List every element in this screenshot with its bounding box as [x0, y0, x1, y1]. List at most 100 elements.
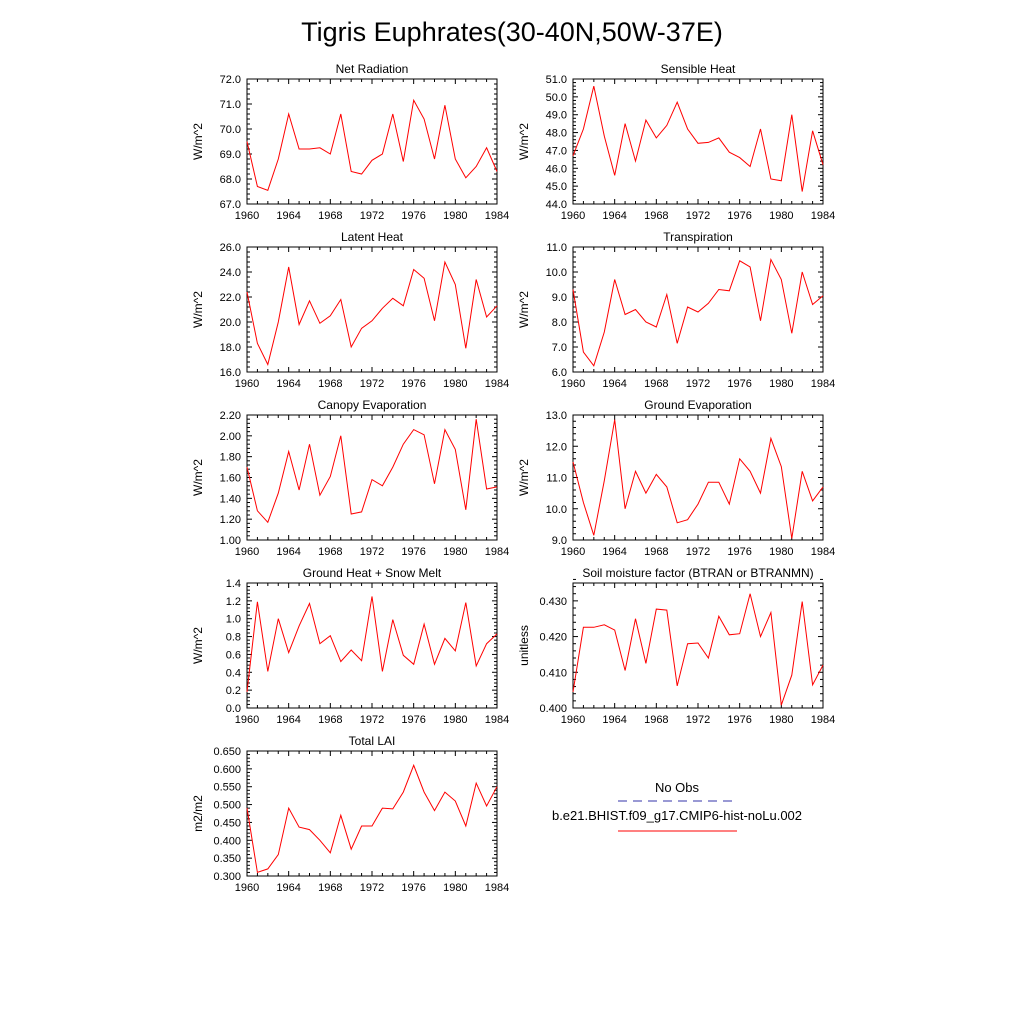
y-tick-label: 26.0 — [220, 242, 241, 254]
x-tick-label: 1984 — [485, 882, 509, 894]
y-tick-label: 2.00 — [220, 431, 241, 443]
y-tick-label: 0.8 — [226, 632, 241, 644]
plot-frame — [572, 582, 824, 709]
y-tick-label: 49.0 — [546, 110, 567, 122]
x-tick-label: 1968 — [318, 546, 342, 558]
y-tick-label: 68.0 — [220, 174, 241, 186]
y-axis-label: W/m^2 — [191, 627, 205, 664]
x-tick-label: 1980 — [443, 210, 467, 222]
y-tick-label: 6.0 — [552, 367, 567, 379]
panel-title: Transpiration — [663, 230, 733, 244]
legend-model-label: b.e21.BHIST.f09_g17.CMIP6-hist-noLu.002 — [552, 808, 802, 823]
y-tick-label: 0.500 — [213, 800, 241, 812]
panel-title: Canopy Evaporation — [318, 398, 427, 412]
x-tick-label: 1960 — [235, 546, 259, 558]
x-tick-label: 1960 — [561, 378, 585, 390]
x-tick-label: 1980 — [769, 210, 793, 222]
y-tick-label: 0.430 — [539, 596, 567, 608]
chart-panel-9: Total LAI m2/m2 1960 1964 1968 1972 1976 1980 19… — [191, 734, 509, 894]
x-tick-label: 1980 — [769, 714, 793, 726]
x-tick-label: 1972 — [686, 378, 710, 390]
x-tick-label: 1964 — [602, 714, 626, 726]
x-tick-label: 1976 — [401, 546, 425, 558]
plot-frame — [246, 414, 498, 541]
y-tick-label: 0.400 — [213, 835, 241, 847]
y-tick-label: 10.0 — [546, 504, 567, 516]
x-tick-label: 1960 — [235, 378, 259, 390]
chart-panel-6: Ground Evaporation W/m^2 1960 1964 1968 1972 1… — [517, 398, 835, 558]
panel-title: Ground Evaporation — [644, 398, 751, 412]
x-tick-label: 1964 — [276, 546, 300, 558]
y-axis-label: W/m^2 — [517, 123, 531, 160]
series-line — [246, 763, 498, 874]
series-line — [572, 85, 824, 192]
x-tick-label: 1976 — [401, 714, 425, 726]
y-tick-label: 1.80 — [220, 452, 241, 464]
y-tick-label: 0.450 — [213, 817, 241, 829]
y-tick-label: 0.410 — [539, 667, 567, 679]
y-tick-label: 1.60 — [220, 473, 241, 485]
x-tick-label: 1976 — [727, 378, 751, 390]
series-line — [246, 260, 498, 366]
plot-frame — [246, 78, 498, 205]
x-tick-label: 1972 — [686, 210, 710, 222]
x-tick-label: 1964 — [602, 378, 626, 390]
x-tick-label: 1960 — [561, 210, 585, 222]
y-tick-label: 2.20 — [220, 410, 241, 422]
y-tick-label: 1.0 — [226, 614, 241, 626]
x-tick-label: 1976 — [727, 546, 751, 558]
x-tick-label: 1964 — [276, 210, 300, 222]
x-tick-label: 1984 — [811, 210, 835, 222]
x-tick-label: 1984 — [811, 378, 835, 390]
series-line — [246, 419, 498, 524]
legend: No Obs b.e21.BHIST.f09_g17.CMIP6-hist-no… — [552, 780, 802, 832]
y-tick-label: 0.400 — [539, 703, 567, 715]
x-tick-label: 1980 — [443, 378, 467, 390]
x-tick-label: 1984 — [485, 546, 509, 558]
x-tick-label: 1980 — [769, 546, 793, 558]
y-tick-label: 51.0 — [546, 74, 567, 86]
x-tick-label: 1972 — [686, 714, 710, 726]
x-tick-label: 1968 — [644, 546, 668, 558]
y-tick-label: 0.4 — [226, 667, 241, 679]
plot-frame — [572, 246, 824, 373]
panel-title: Soil moisture factor (BTRAN or BTRANMN) — [582, 566, 813, 580]
y-tick-label: 10.0 — [546, 267, 567, 279]
chart-panel-3: Latent Heat W/m^2 1960 1964 1968 1972 1976 1980… — [191, 230, 509, 390]
x-tick-label: 1972 — [360, 210, 384, 222]
chart-panel-1: Net Radiation W/m^2 1960 1964 1968 1972 1976 19… — [191, 62, 509, 222]
y-tick-label: 69.0 — [220, 149, 241, 161]
x-tick-label: 1980 — [769, 378, 793, 390]
plot-frame — [572, 414, 824, 541]
panel-title: Net Radiation — [336, 62, 409, 76]
x-tick-label: 1960 — [235, 714, 259, 726]
x-tick-label: 1980 — [443, 882, 467, 894]
x-tick-label: 1984 — [485, 210, 509, 222]
series-line — [572, 257, 824, 367]
y-tick-label: 11.0 — [546, 473, 567, 485]
x-tick-label: 1964 — [602, 546, 626, 558]
legend-obs-label: No Obs — [655, 780, 700, 795]
y-tick-label: 0.650 — [213, 746, 241, 758]
x-tick-label: 1972 — [360, 882, 384, 894]
x-tick-label: 1984 — [811, 546, 835, 558]
y-tick-label: 1.4 — [226, 578, 241, 590]
y-tick-label: 0.300 — [213, 871, 241, 883]
x-tick-label: 1980 — [443, 546, 467, 558]
x-tick-label: 1968 — [644, 378, 668, 390]
panels-group: Net Radiation W/m^2 1960 1964 1968 1972 1976 19… — [191, 62, 835, 894]
x-tick-label: 1960 — [235, 882, 259, 894]
series-line — [246, 596, 498, 692]
x-tick-label: 1964 — [602, 210, 626, 222]
y-tick-label: 0.600 — [213, 764, 241, 776]
chart-panel-5: Canopy Evaporation W/m^2 1960 1964 1968 1972 1… — [191, 398, 509, 558]
y-tick-label: 71.0 — [220, 99, 241, 111]
y-tick-label: 1.00 — [220, 535, 241, 547]
y-tick-label: 47.0 — [546, 145, 567, 157]
plot-frame — [572, 78, 824, 205]
figure-title: Tigris Euphrates(30-40N,50W-37E) — [301, 17, 723, 47]
y-tick-label: 20.0 — [220, 317, 241, 329]
chart-panel-2: Sensible Heat W/m^2 1960 1964 1968 1972 1976 19… — [517, 62, 835, 222]
x-tick-label: 1972 — [686, 546, 710, 558]
